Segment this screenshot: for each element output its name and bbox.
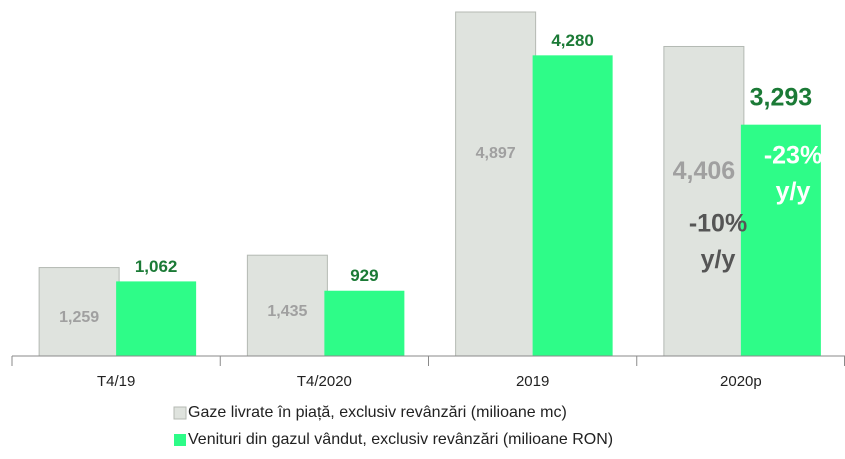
x-tick-label: T4/2020 bbox=[297, 373, 352, 390]
value-label: 1,259 bbox=[59, 309, 99, 326]
bar bbox=[38, 267, 120, 357]
value-label: 1,062 bbox=[135, 257, 178, 276]
legend-label: Venituri din gazul vândut, exclusiv revâ… bbox=[188, 431, 613, 448]
bar bbox=[532, 55, 613, 356]
legend-swatch bbox=[174, 434, 186, 446]
x-tick-label: T4/19 bbox=[97, 373, 135, 390]
value-label: 1,435 bbox=[267, 303, 307, 320]
value-label: 4,406 bbox=[673, 157, 736, 185]
annotation: y/y bbox=[776, 178, 811, 206]
legend-label: Gaze livrate în piață, exclusiv revânzăr… bbox=[188, 404, 567, 421]
value-label: 3,293 bbox=[750, 83, 813, 111]
value-label: 4,897 bbox=[476, 145, 516, 162]
annotation: -10% bbox=[689, 210, 747, 238]
bar bbox=[740, 124, 821, 356]
x-tick-label: 2019 bbox=[516, 373, 549, 390]
bar bbox=[455, 11, 537, 357]
annotation: y/y bbox=[701, 246, 736, 274]
x-tick-label: 2020p bbox=[720, 373, 762, 390]
bar bbox=[246, 254, 328, 357]
annotation: -23% bbox=[764, 142, 822, 170]
legend-swatch bbox=[173, 406, 187, 420]
bar bbox=[324, 290, 405, 356]
bar bbox=[116, 281, 197, 356]
value-label: 929 bbox=[350, 266, 378, 285]
value-label: 4,280 bbox=[551, 31, 594, 50]
bar bbox=[663, 45, 745, 357]
